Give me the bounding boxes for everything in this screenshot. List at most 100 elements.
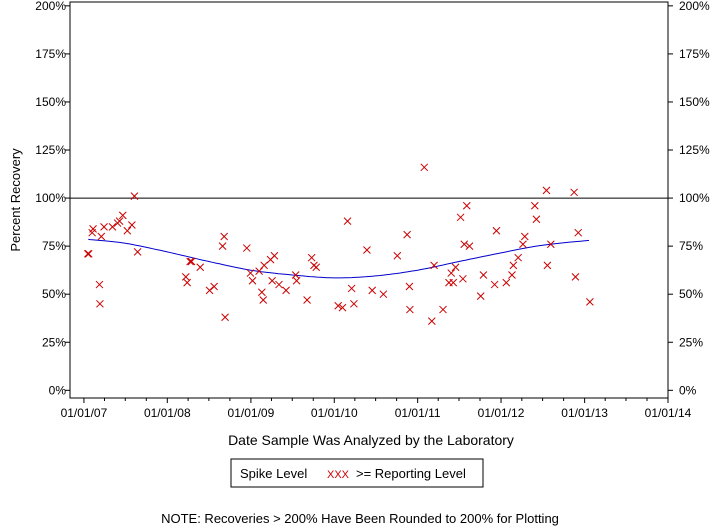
data-point-stroke <box>123 226 132 235</box>
y-tick-label-right: 50% <box>679 287 703 301</box>
y-tick-label-left: 100% <box>35 191 66 205</box>
data-point-stroke <box>571 273 580 281</box>
data-point <box>502 278 511 287</box>
data-point-stroke <box>546 240 555 249</box>
data-point-stroke <box>83 249 92 258</box>
x-tick-label: 01/01/07 <box>61 406 108 420</box>
y-tick-label-right: 200% <box>679 0 710 13</box>
data-point-stroke <box>196 263 205 272</box>
data-point <box>255 267 263 275</box>
data-point-stroke <box>334 301 343 310</box>
data-point-stroke <box>108 223 117 231</box>
y-tick-label-right: 75% <box>679 239 703 253</box>
data-point <box>586 298 594 306</box>
data-point <box>542 186 551 195</box>
data-point-stroke <box>462 201 471 210</box>
data-point <box>133 248 142 256</box>
data-point <box>84 249 93 258</box>
data-point-stroke <box>379 290 388 299</box>
data-point-stroke <box>97 232 106 241</box>
data-point-stroke <box>255 267 263 275</box>
data-point <box>546 240 555 249</box>
data-point <box>97 232 106 241</box>
data-point-stroke <box>502 278 511 287</box>
data-point-stroke <box>459 274 467 283</box>
data-point <box>115 217 124 225</box>
data-point <box>334 301 343 310</box>
data-point-stroke <box>393 251 402 260</box>
data-point <box>543 261 552 270</box>
data-point-stroke <box>84 249 93 258</box>
y-tick-label-right: 100% <box>679 191 710 205</box>
x-tick-label: 01/01/09 <box>228 406 275 420</box>
data-point-stroke <box>570 188 578 197</box>
data-point-stroke <box>118 211 127 220</box>
data-point <box>343 217 352 225</box>
data-point-stroke <box>181 273 190 281</box>
data-point <box>403 230 411 239</box>
y-tick-label-left: 150% <box>35 95 66 109</box>
data-point-stroke <box>492 226 501 235</box>
x-tick-label: 01/01/11 <box>395 406 441 420</box>
footnote: NOTE: Recoveries > 200% Have Been Rounde… <box>161 511 559 526</box>
data-point <box>514 253 523 262</box>
data-point-stroke <box>258 288 266 297</box>
data-point <box>221 313 229 322</box>
data-point <box>519 240 527 249</box>
data-point <box>532 215 541 224</box>
data-points <box>83 163 594 325</box>
data-point-stroke <box>282 286 290 295</box>
data-point <box>520 232 529 241</box>
data-point <box>205 286 214 295</box>
data-point-stroke <box>430 261 438 270</box>
data-point <box>118 211 127 220</box>
data-point-stroke <box>514 253 523 262</box>
data-point <box>574 228 583 237</box>
data-point <box>248 276 257 285</box>
data-point <box>130 192 139 201</box>
x-tick-label: 01/01/08 <box>144 406 191 420</box>
data-point <box>393 251 402 260</box>
data-point-stroke <box>406 305 414 314</box>
data-point-stroke <box>519 240 527 249</box>
data-point <box>449 278 458 287</box>
data-point <box>571 273 580 281</box>
x-tick-label: 01/01/10 <box>311 406 358 420</box>
y-axis-title: Percent Recovery <box>8 148 23 252</box>
data-point-stroke <box>532 215 541 224</box>
data-point <box>303 296 311 304</box>
data-point <box>186 257 195 266</box>
data-point <box>451 263 460 272</box>
data-point-stroke <box>451 263 460 272</box>
y-tick-label-right: 175% <box>679 47 710 61</box>
data-point <box>196 263 205 272</box>
data-point-stroke <box>460 240 469 249</box>
data-point-stroke <box>520 232 529 241</box>
data-point-stroke <box>347 284 356 293</box>
data-point <box>492 226 501 235</box>
data-point-stroke <box>403 230 411 239</box>
data-point <box>83 249 92 258</box>
data-point <box>100 223 108 231</box>
x-tick-label: 01/01/13 <box>561 406 608 420</box>
data-point-stroke <box>205 286 214 295</box>
data-point-stroke <box>115 217 124 225</box>
data-point <box>430 261 438 270</box>
data-point <box>508 271 516 279</box>
data-point-stroke <box>128 221 136 229</box>
data-point <box>490 280 499 289</box>
data-point-stroke <box>268 276 277 285</box>
data-point-stroke <box>543 261 552 270</box>
data-point <box>350 299 358 308</box>
data-point-stroke <box>509 261 518 270</box>
data-point <box>307 253 316 262</box>
data-point-stroke <box>270 251 279 260</box>
data-point <box>427 317 436 325</box>
data-point-stroke <box>187 257 196 266</box>
data-point <box>268 276 277 285</box>
y-tick-label-left: 0% <box>49 383 67 397</box>
legend-spike-label: Spike Level <box>240 466 307 481</box>
y-axis-left: 0% 25% 50% 75% 100% 125% 150% 175% 200% <box>35 0 70 397</box>
data-point-stroke <box>420 163 429 172</box>
y-tick-label-right: 25% <box>679 335 703 349</box>
